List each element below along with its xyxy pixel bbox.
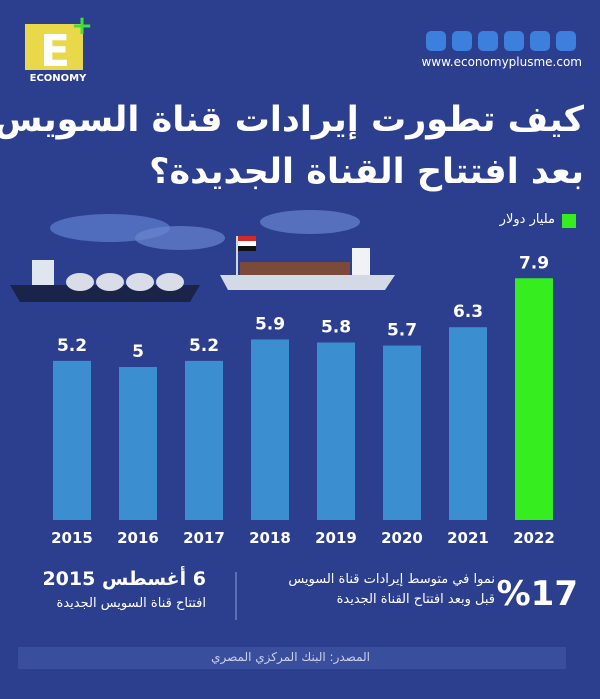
chart-title: كيف تطورت إيرادات قناة السويس	[0, 100, 584, 140]
bar	[449, 327, 487, 520]
value-label: 7.9	[519, 253, 549, 273]
value-label: 5.8	[321, 318, 351, 338]
logo-text: ECONOMY	[30, 73, 87, 84]
x-tick-label: 2019	[315, 529, 357, 547]
value-label: 5.7	[387, 321, 417, 341]
x-tick-label: 2015	[51, 529, 93, 547]
value-label: 5	[132, 342, 144, 362]
value-label: 5.2	[189, 336, 219, 356]
x-tick-label: 2016	[117, 529, 159, 547]
bar	[383, 345, 421, 520]
value-label: 6.3	[453, 302, 483, 322]
value-label: 5.2	[57, 336, 87, 356]
date-caption: افتتاح قناة السويس الجديدة	[56, 596, 206, 611]
growth-caption: قبل وبعد افتتاح القناة الجديدة	[336, 592, 495, 607]
x-tick-label: 2022	[513, 529, 555, 547]
ships-illustration	[10, 210, 395, 302]
x-tick-label: 2017	[183, 529, 225, 547]
logo-band	[25, 70, 91, 84]
bar	[53, 360, 91, 520]
date: 6 أغسطس 2015	[42, 568, 206, 590]
x-tick-label: 2018	[249, 529, 291, 547]
legend-label: مليار دولار	[499, 212, 555, 227]
growth-caption: نموا في متوسط إيرادات قناة السويس	[288, 572, 495, 587]
bar	[317, 342, 355, 520]
x-tick-label: 2020	[381, 529, 423, 547]
website: www.economyplusme.com	[421, 55, 582, 69]
logo-letter: E	[40, 26, 70, 77]
bar	[251, 339, 289, 520]
x-tick-label: 2021	[447, 529, 489, 547]
logo-plus: +	[71, 11, 93, 41]
value-label: 5.9	[255, 314, 285, 334]
source-band	[18, 647, 566, 669]
bar	[515, 278, 553, 520]
source: المصدر: البنك المركزي المصري	[211, 650, 370, 664]
bar	[185, 360, 223, 520]
growth: %17	[496, 574, 578, 614]
bar	[119, 367, 157, 520]
chart-subtitle: بعد افتتاح القناة الجديدة؟	[149, 152, 584, 192]
social-icons	[426, 31, 576, 51]
legend-swatch	[562, 214, 576, 228]
